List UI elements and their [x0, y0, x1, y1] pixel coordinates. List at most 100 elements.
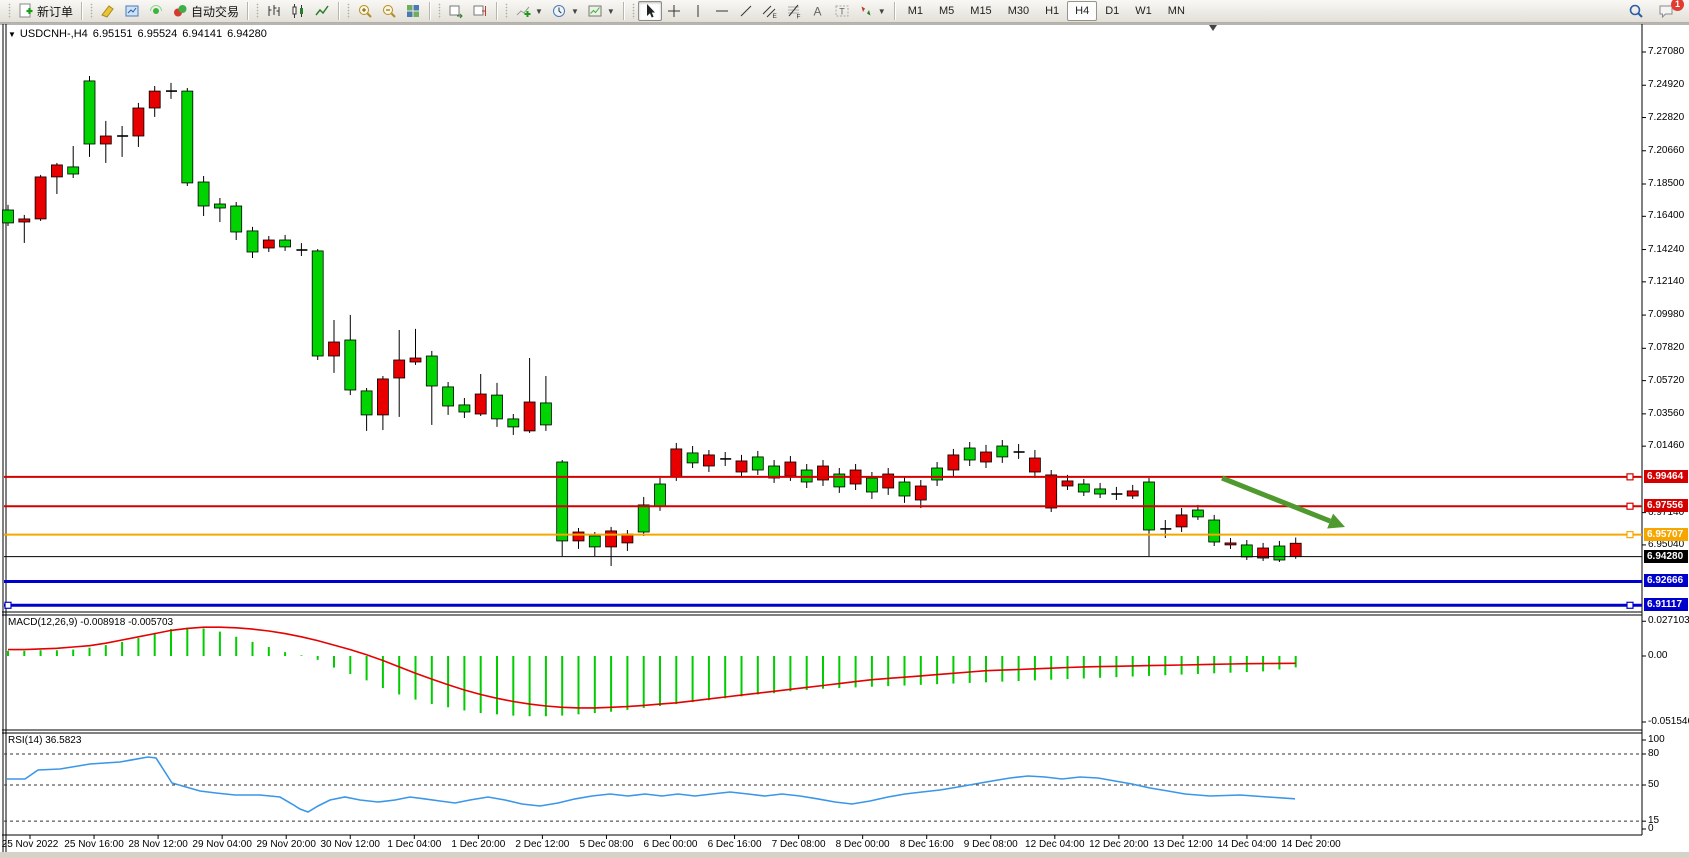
horizontal-line-button[interactable]: [710, 1, 734, 21]
timeframe-toolbar: M1 M5 M15 M30 H1 H4 D1 W1 MN: [900, 1, 1193, 21]
timeframe-w1-button[interactable]: W1: [1135, 5, 1152, 17]
channel-icon: E: [762, 5, 777, 19]
zoom-out-icon: [383, 5, 396, 18]
text-icon: A: [813, 5, 821, 19]
chevron-down-icon: ▼: [535, 6, 543, 16]
cursor-button[interactable]: [637, 1, 662, 21]
timeframe-m15-button[interactable]: M15: [970, 5, 992, 17]
toolbar-separator: [338, 2, 341, 20]
broadcast-button[interactable]: [144, 1, 168, 21]
highlighter-icon: [101, 5, 114, 18]
timeframe-m5-button[interactable]: M5: [939, 5, 955, 17]
crosshair-icon: [667, 5, 680, 17]
toolbar-separator: [247, 2, 250, 20]
indicators-add-button[interactable]: ▼: [511, 1, 547, 21]
chevron-down-icon: ▼: [570, 6, 579, 16]
toolbar-grip: [347, 3, 351, 19]
chart-window-icon: [125, 5, 139, 17]
toolbar-right: 1: [1624, 0, 1684, 21]
line-chart-button[interactable]: [310, 1, 334, 21]
timeframe-mn-button[interactable]: MN: [1167, 5, 1185, 17]
svg-text:A: A: [813, 5, 821, 19]
cursor-icon: [646, 4, 655, 18]
hline-icon: [715, 10, 728, 12]
svg-text:T: T: [839, 7, 845, 17]
bar-chart-icon: [268, 5, 280, 16]
macd-indicator: [7, 626, 1297, 717]
trendline-icon: [740, 5, 752, 17]
highlighter-button[interactable]: [96, 1, 120, 21]
toolbar-grip: [256, 3, 260, 19]
svg-text:E: E: [772, 13, 777, 19]
trend-arrow[interactable]: [1221, 475, 1345, 529]
line-handle[interactable]: [1626, 502, 1634, 510]
templates-button[interactable]: ▼: [583, 1, 619, 21]
rsi-indicator: [4, 753, 1642, 822]
line-handle[interactable]: [4, 601, 12, 609]
period-selector-button[interactable]: ▼: [547, 1, 583, 21]
zoom-in-button[interactable]: [353, 1, 377, 21]
toolbar-grip: [631, 3, 635, 19]
search-button[interactable]: [1624, 1, 1648, 21]
auto-trading-label: 自动交易: [191, 4, 240, 19]
chart-shift-icon: [473, 5, 487, 16]
bar-chart-button[interactable]: [262, 1, 286, 21]
crosshair-button[interactable]: [662, 1, 686, 21]
auto-trading-icon: [174, 5, 187, 17]
vertical-line-button[interactable]: [686, 1, 710, 21]
auto-scroll-icon: [449, 5, 463, 19]
vline-icon: [697, 5, 699, 17]
zoom-in-icon: [359, 5, 372, 18]
toolbar-separator: [81, 2, 84, 20]
candle-chart-icon: [292, 4, 304, 18]
toolbar-separator: [429, 2, 432, 20]
text-label-icon: T: [835, 5, 849, 17]
toolbar-grip: [438, 3, 442, 19]
line-handle[interactable]: [1626, 473, 1634, 481]
timeframe-d1-button[interactable]: D1: [1105, 5, 1120, 17]
text-button[interactable]: A: [806, 1, 830, 21]
horizontal-level-lines[interactable]: [4, 473, 1642, 609]
chat-button[interactable]: 1: [1654, 0, 1684, 21]
arrows-button[interactable]: ▼: [854, 1, 890, 21]
chevron-down-icon: ▼: [606, 6, 615, 16]
fibonacci-icon: F: [787, 4, 800, 20]
chart-shift-button[interactable]: [468, 1, 492, 21]
toolbar-separator: [622, 2, 625, 20]
line-handle[interactable]: [1626, 601, 1634, 609]
timeframe-m1-button[interactable]: M1: [907, 5, 923, 17]
timeframe-h1-button[interactable]: H1: [1045, 5, 1060, 17]
notification-badge: 1: [1671, 0, 1684, 11]
new-order-label: 新订单: [37, 4, 74, 19]
chart-window-button[interactable]: [120, 1, 144, 21]
tile-windows-button[interactable]: [401, 1, 425, 21]
equidistant-channel-button[interactable]: E: [758, 1, 782, 21]
line-chart-icon: [315, 5, 329, 16]
period-clock-icon: [552, 5, 565, 17]
line-handle[interactable]: [1626, 531, 1634, 539]
zoom-out-button[interactable]: [377, 1, 401, 21]
auto-scroll-button[interactable]: [444, 1, 468, 21]
chart-shift-marker: [1209, 25, 1217, 31]
auto-trading-button[interactable]: 自动交易: [168, 1, 243, 21]
toolbar-grip: [90, 3, 94, 19]
trendline-button[interactable]: [734, 1, 758, 21]
timeframe-m30-button[interactable]: M30: [1007, 5, 1030, 17]
search-icon: [1629, 4, 1643, 18]
rsi-line: [6, 756, 1296, 813]
toolbar-separator: [496, 2, 499, 20]
timeframe-h4-button[interactable]: H4: [1067, 1, 1098, 21]
main-toolbar: 新订单 自动交易 ▼ ▼ ▼ E F A T ▼ M1 M5 M15 M30 H1 H4 D1 W1 MN 1: [0, 0, 1689, 23]
new-order-icon: [19, 3, 33, 18]
toolbar-buttons: 新订单 自动交易 ▼ ▼ ▼ E F A T ▼: [5, 1, 900, 21]
toolbar-grip: [505, 3, 509, 19]
templates-icon: [588, 5, 602, 17]
svg-text:F: F: [796, 14, 800, 20]
tile-windows-icon: [407, 5, 420, 17]
fibonacci-button[interactable]: F: [782, 1, 806, 21]
candlestick-chart-button[interactable]: [286, 1, 310, 21]
new-order-button[interactable]: 新订单: [14, 1, 77, 21]
text-label-button[interactable]: T: [830, 1, 854, 21]
